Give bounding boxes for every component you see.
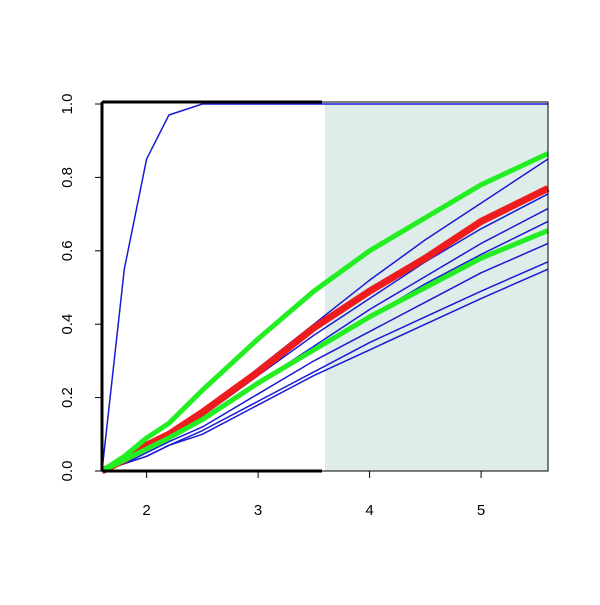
series-line bbox=[100, 228, 549, 474]
x-tick-label: 4 bbox=[365, 502, 373, 519]
y-tick-label: 0.2 bbox=[59, 387, 76, 408]
series-line bbox=[100, 151, 550, 474]
y-tick-label: 0.0 bbox=[59, 461, 76, 482]
highlight-region bbox=[325, 104, 548, 471]
x-tick-label: 3 bbox=[254, 502, 262, 519]
series-line bbox=[101, 103, 548, 472]
series-line bbox=[101, 242, 549, 472]
series-line bbox=[101, 261, 549, 472]
y-tick-label: 1.0 bbox=[59, 94, 76, 115]
y-tick-label: 0.6 bbox=[59, 240, 76, 261]
y-tick-label: 0.4 bbox=[59, 314, 76, 335]
x-tick-label: 2 bbox=[142, 502, 150, 519]
y-tick-label: 0.8 bbox=[59, 167, 76, 188]
x-tick-label: 5 bbox=[477, 502, 485, 519]
